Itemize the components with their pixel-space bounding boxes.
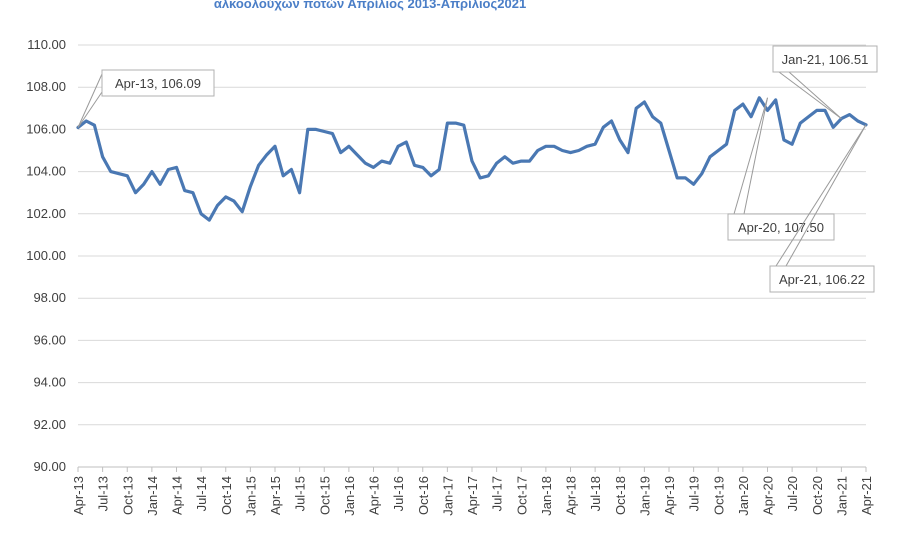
x-tick-label: Jul-15: [293, 476, 308, 511]
grid-lines: [78, 44, 866, 468]
x-tick-label: Apr-16: [367, 476, 382, 515]
data-callout: Apr-13, 106.09: [77, 69, 215, 128]
callout-box: [772, 45, 878, 73]
y-axis-ticks: 110.00 108.00 106.00 104.00 102.00 100.00 98.0…: [26, 37, 66, 474]
x-tick-label: Jan-14: [145, 476, 160, 516]
x-tick-label: Oct-19: [711, 476, 726, 515]
x-axis-ticks: Apr-13 Jul-13 Oct-13 Jan-14 Apr-14 Jul-14 Oct-…: [71, 467, 874, 516]
x-tick-label: Jul-13: [96, 476, 111, 511]
x-tick-label: Jul-20: [785, 476, 800, 511]
x-tick-label: Oct-17: [514, 476, 529, 515]
series-line: [76, 96, 868, 222]
callout-leader: [775, 124, 867, 267]
x-tick-label: Jul-19: [687, 476, 702, 511]
y-tick-label: 98.00: [33, 290, 66, 305]
x-tick-label: Jan-18: [539, 476, 554, 516]
callout-box: [727, 213, 835, 241]
callout-label: Apr-21, 106.22: [779, 272, 865, 287]
x-tick-label: Jul-18: [588, 476, 603, 511]
x-tick-label: Apr-19: [662, 476, 677, 515]
x-tick-label: Oct-18: [613, 476, 628, 515]
chart-title: αλκοολούχων ποτών Απρίλιος 2013-Απρίλιος…: [214, 0, 526, 11]
callout-leader: [788, 71, 842, 120]
callout-leader: [77, 91, 103, 128]
x-tick-label: Apr-14: [170, 476, 185, 515]
x-tick-label: Jul-14: [194, 476, 209, 511]
x-tick-label: Jul-16: [391, 476, 406, 511]
y-tick-label: 108.00: [26, 79, 66, 94]
x-tick-label: Oct-15: [317, 476, 332, 515]
x-tick-label: Apr-17: [465, 476, 480, 515]
x-tick-label: Apr-13: [71, 476, 86, 515]
x-tick-label: Apr-15: [268, 476, 283, 515]
y-tick-label: 92.00: [33, 417, 66, 432]
x-tick-label: Jan-17: [440, 476, 455, 516]
x-tick-label: Apr-18: [564, 476, 579, 515]
callout-leader: [77, 73, 103, 128]
y-tick-label: 90.00: [33, 459, 66, 474]
data-callout: Apr-21, 106.22: [769, 124, 875, 293]
x-tick-label: Oct-20: [810, 476, 825, 515]
callout-leader: [778, 71, 842, 120]
x-tick-label: Jan-21: [834, 476, 849, 516]
y-tick-label: 96.00: [33, 332, 66, 347]
x-tick-label: Jan-15: [243, 476, 258, 516]
callout-leader: [743, 97, 768, 215]
x-tick-label: Oct-13: [120, 476, 135, 515]
x-tick-label: Oct-16: [416, 476, 431, 515]
data-callout: Jan-21, 106.51: [772, 45, 878, 120]
y-tick-label: 104.00: [26, 164, 66, 179]
x-tick-label: Jan-16: [342, 476, 357, 516]
callout-box: [101, 69, 215, 97]
callout-label: Jan-21, 106.51: [782, 52, 869, 67]
x-tick-label: Jan-19: [637, 476, 652, 516]
callout-leader: [785, 124, 867, 267]
x-tick-label: Jul-17: [490, 476, 505, 511]
x-tick-label: Oct-14: [219, 476, 234, 515]
callout-leader: [733, 97, 768, 215]
callout-box: [769, 265, 875, 293]
x-tick-label: Jan-20: [736, 476, 751, 516]
series-layer: [76, 96, 868, 222]
y-tick-label: 102.00: [26, 206, 66, 221]
y-tick-label: 100.00: [26, 248, 66, 263]
x-tick-label: Apr-21: [859, 476, 874, 515]
x-tick-label: Apr-20: [761, 476, 776, 515]
y-tick-label: 94.00: [33, 375, 66, 390]
callout-label: Apr-13, 106.09: [115, 76, 201, 91]
y-tick-label: 110.00: [27, 37, 66, 52]
y-tick-label: 106.00: [26, 121, 66, 136]
